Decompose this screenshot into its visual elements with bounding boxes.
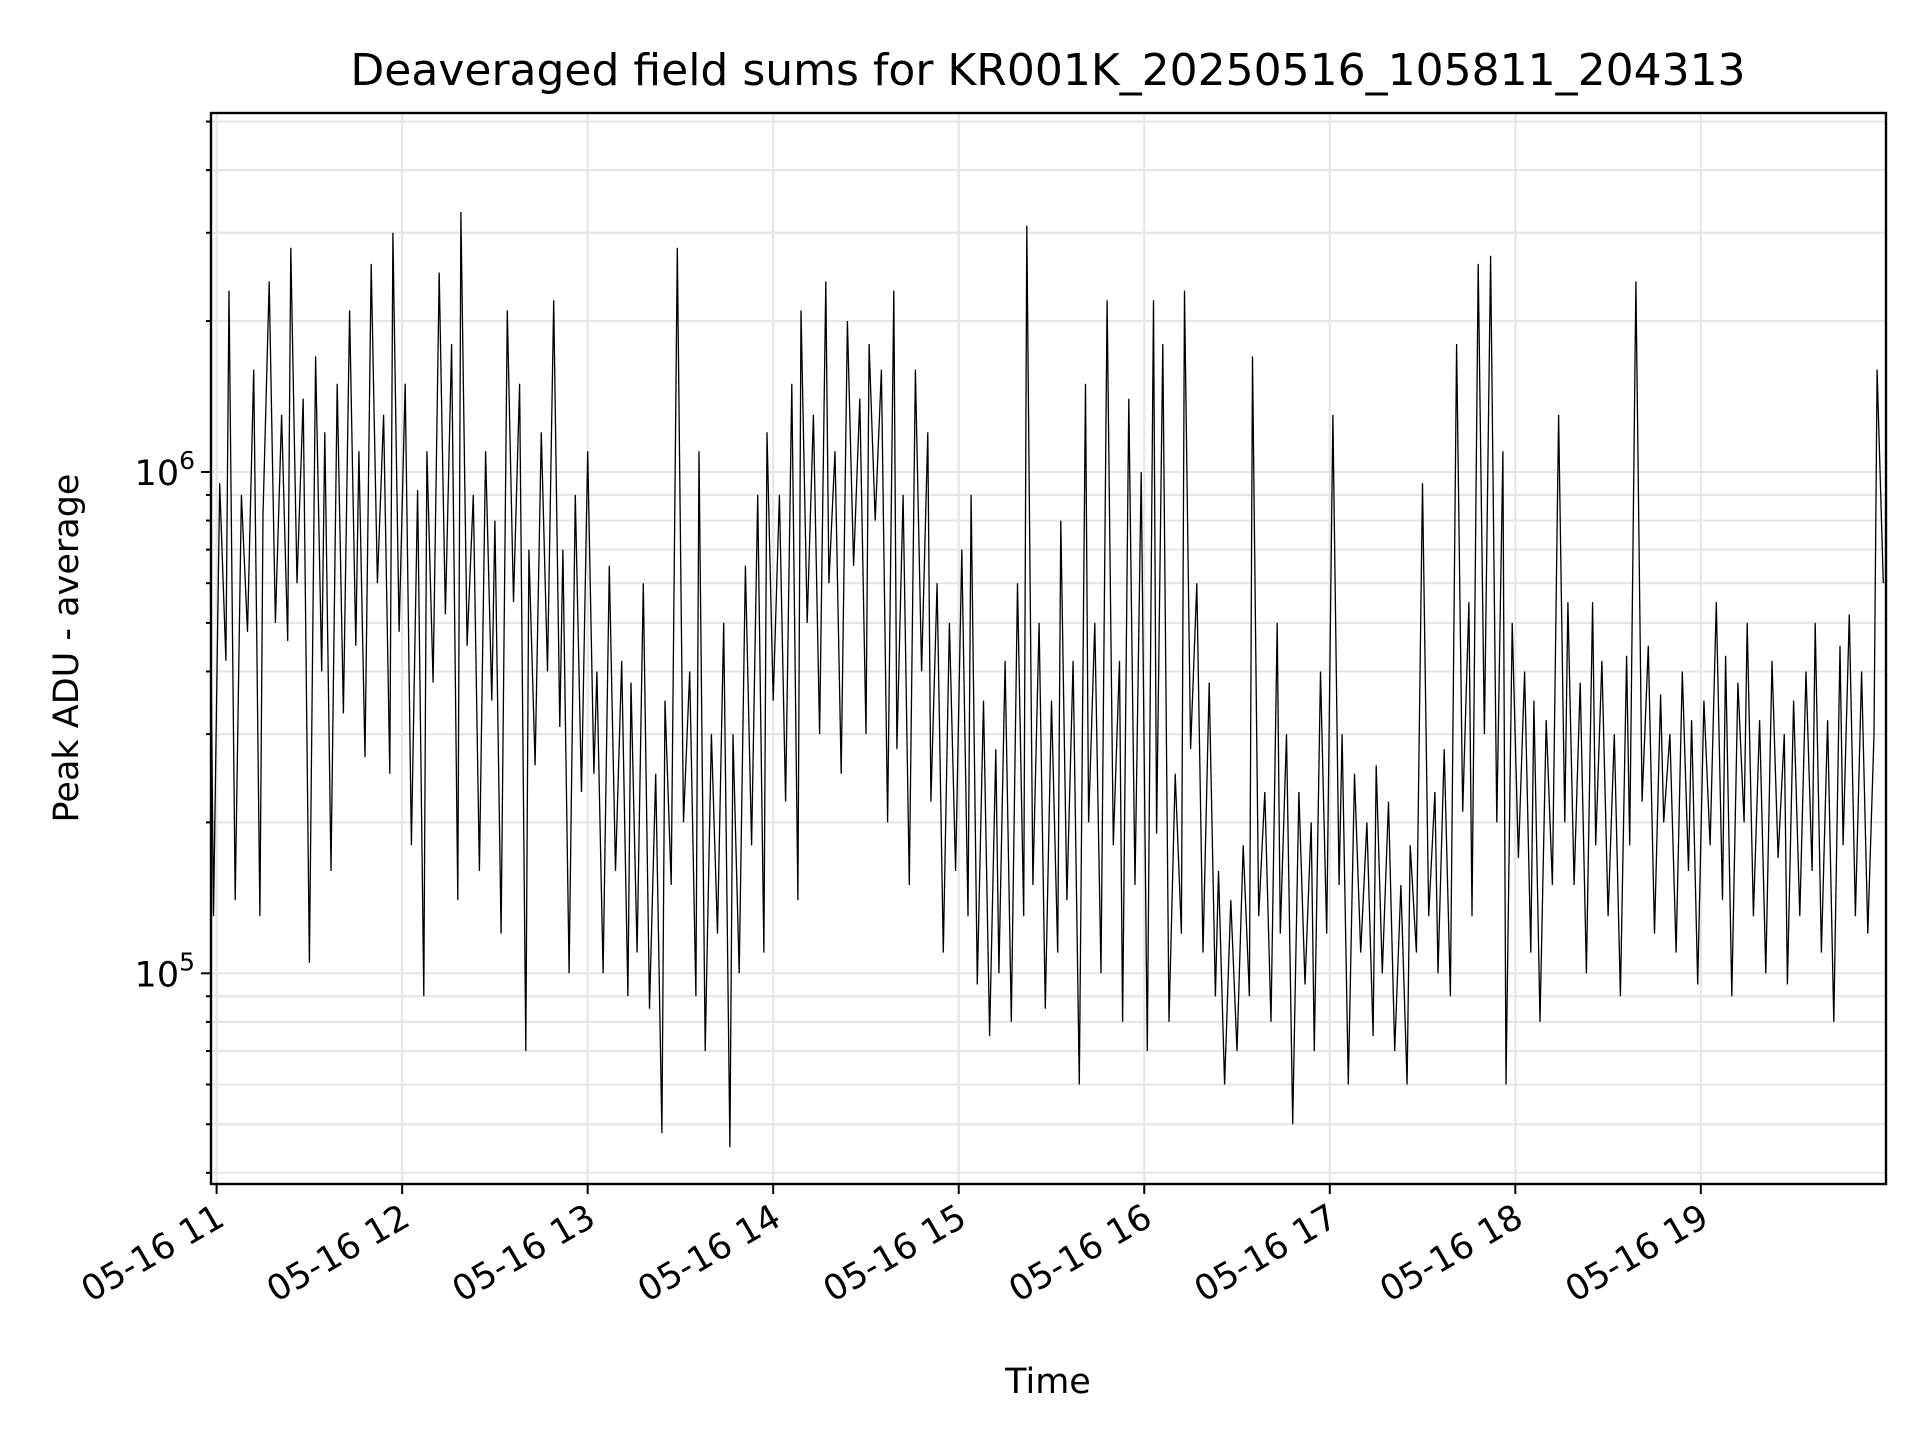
grid xyxy=(211,113,1886,1184)
series-layer xyxy=(209,211,1884,1148)
chart-title: Deaveraged field sums for KR001K_2025051… xyxy=(350,45,1745,96)
x-axis-label: Time xyxy=(1004,1362,1091,1402)
y-axis-label: Peak ADU - average xyxy=(47,474,87,823)
y-tick-label: 106 xyxy=(135,446,195,494)
y-tick-label-exponent: 5 xyxy=(179,947,195,976)
series-line xyxy=(209,211,1884,1148)
y-tick-label: 105 xyxy=(135,947,195,995)
plot-frame xyxy=(209,111,1888,1186)
y-tick-label-base: 10 xyxy=(135,454,180,494)
y-tick-label-base: 10 xyxy=(135,955,180,995)
y-tick-label-exponent: 6 xyxy=(179,446,195,475)
